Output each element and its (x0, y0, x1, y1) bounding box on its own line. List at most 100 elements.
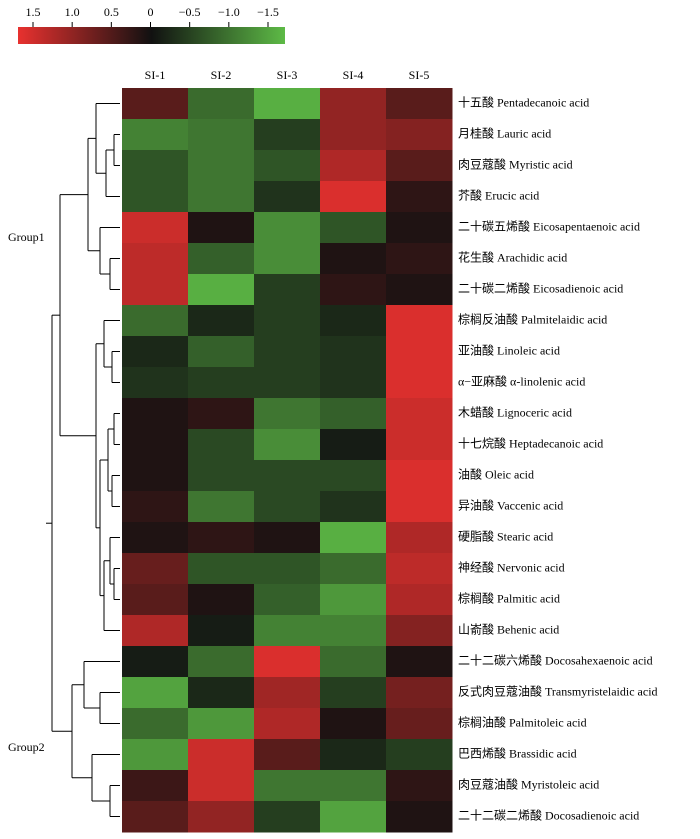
heat-cell (386, 801, 453, 833)
heat-cell (320, 708, 387, 740)
heat-cell (188, 367, 255, 399)
heat-cell (188, 212, 255, 244)
row-label: 二十碳二烯酸 Eicosadienoic acid (458, 280, 623, 295)
heat-cell (320, 336, 387, 368)
heat-cell (386, 739, 453, 771)
heat-cell (122, 243, 189, 275)
legend-tick-label: 0 (148, 5, 154, 19)
heat-cell (386, 491, 453, 523)
heat-cell (254, 460, 321, 492)
heat-cell (188, 243, 255, 275)
group-label: Group2 (8, 740, 45, 754)
heat-cell (386, 119, 453, 151)
heat-cell (188, 739, 255, 771)
heat-cell (122, 274, 189, 306)
heat-cell (254, 367, 321, 399)
heat-cell (254, 615, 321, 647)
heat-cell (254, 150, 321, 182)
heat-cell (320, 646, 387, 678)
row-label: 肉豆蔻油酸 Myristoleic acid (458, 776, 599, 791)
heat-cell (254, 522, 321, 554)
heat-cell (386, 181, 453, 213)
heat-cell (254, 336, 321, 368)
heat-cell (254, 181, 321, 213)
column-label: SI-1 (145, 68, 166, 82)
heat-cell (320, 181, 387, 213)
column-label: SI-3 (277, 68, 298, 82)
heat-cell (386, 336, 453, 368)
heat-cell (320, 460, 387, 492)
heat-cell (122, 553, 189, 585)
heat-cell (188, 553, 255, 585)
group-label: Group1 (8, 230, 45, 244)
row-label: 二十二碳六烯酸 Docosahexaenoic acid (458, 652, 653, 667)
heat-cell (188, 522, 255, 554)
heat-cell (122, 646, 189, 678)
heat-cell (188, 615, 255, 647)
heat-cell (188, 584, 255, 616)
heat-cell (320, 429, 387, 461)
heat-cell (188, 677, 255, 709)
heat-cell (254, 739, 321, 771)
heat-cell (122, 770, 189, 802)
row-label: 反式肉豆蔻油酸 Transmyristelaidic acid (458, 683, 658, 698)
legend-tick-label: 1.0 (65, 5, 80, 19)
row-label: 二十二碳二烯酸 Docosadienoic acid (458, 807, 639, 822)
heat-cell (386, 398, 453, 430)
row-label: 亚油酸 Linoleic acid (458, 342, 560, 357)
heat-cell (122, 584, 189, 616)
row-label: 芥酸 Erucic acid (458, 187, 539, 202)
heat-cell (188, 305, 255, 337)
row-label: 棕榈油酸 Palmitoleic acid (458, 714, 587, 729)
legend-tick-label: −1.5 (257, 5, 279, 19)
row-label: 棕榈反油酸 Palmitelaidic acid (458, 311, 607, 326)
row-label: 肉豆蔻酸 Myristic acid (458, 156, 573, 171)
heat-cell (386, 460, 453, 492)
heat-cell (188, 274, 255, 306)
row-label: 十七烷酸 Heptadecanoic acid (458, 435, 603, 450)
legend-tick-label: 0.5 (104, 5, 119, 19)
row-label: 木蜡酸 Lignoceric acid (458, 404, 572, 419)
heat-cell (188, 491, 255, 523)
heat-cell (122, 460, 189, 492)
row-label: 异油酸 Vaccenic acid (458, 497, 563, 512)
heat-cell (320, 553, 387, 585)
heat-cell (254, 305, 321, 337)
heat-cell (320, 491, 387, 523)
heat-cell (386, 243, 453, 275)
heat-cell (386, 429, 453, 461)
heat-cell (320, 367, 387, 399)
legend-tick-label: −0.5 (179, 5, 201, 19)
legend-tick-label: 1.5 (26, 5, 41, 19)
heat-cell (122, 522, 189, 554)
heat-cell (122, 801, 189, 833)
heat-cell (320, 398, 387, 430)
row-label: 山嵛酸 Behenic acid (458, 621, 559, 636)
heat-cell (254, 553, 321, 585)
heat-cell (320, 305, 387, 337)
heat-cell (254, 243, 321, 275)
row-label: 十五酸 Pentadecanoic acid (458, 94, 589, 109)
heat-cell (386, 708, 453, 740)
legend-tick-label: −1.0 (218, 5, 240, 19)
heat-cell (254, 429, 321, 461)
heat-cell (122, 336, 189, 368)
row-label: 巴西烯酸 Brassidic acid (458, 745, 577, 760)
heat-cell (122, 88, 189, 120)
heat-cell (188, 646, 255, 678)
heat-cell (188, 801, 255, 833)
row-label: 棕榈酸 Palmitic acid (458, 590, 560, 605)
heat-cell (188, 88, 255, 120)
heat-cell (254, 119, 321, 151)
heat-cell (386, 522, 453, 554)
heat-cell (320, 150, 387, 182)
heat-cell (122, 429, 189, 461)
heat-cell (320, 243, 387, 275)
heat-cell (122, 677, 189, 709)
row-label: α−亚麻酸 α-linolenic acid (458, 373, 585, 388)
heat-cell (320, 677, 387, 709)
heat-cell (122, 181, 189, 213)
heat-cell (386, 305, 453, 337)
heat-cell (122, 708, 189, 740)
